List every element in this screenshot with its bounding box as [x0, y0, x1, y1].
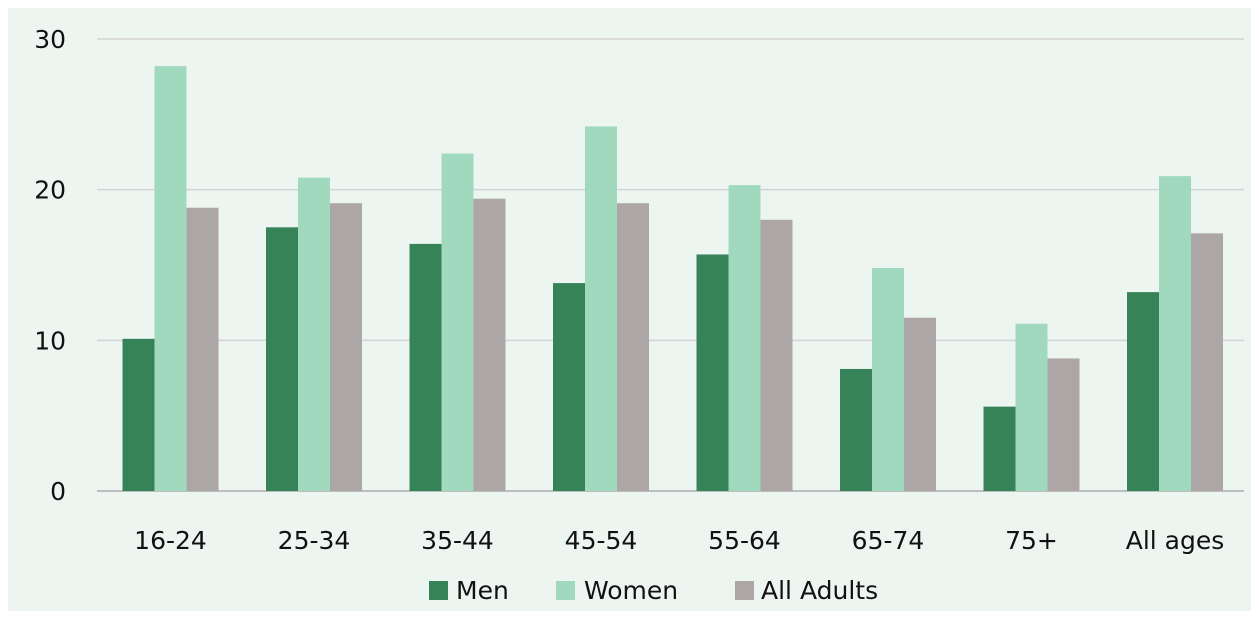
y-tick-label: 30 — [34, 25, 66, 54]
bar-men-25-34 — [266, 227, 298, 492]
bar-all-adults-all-ages — [1191, 233, 1223, 492]
legend-swatch-men — [429, 581, 448, 600]
bar-women-16-24 — [154, 66, 187, 492]
bar-men-45-54 — [553, 283, 585, 491]
x-tick-label: 75+ — [1005, 526, 1058, 555]
bar-men-35-44 — [409, 243, 442, 491]
y-tick-label: 0 — [50, 477, 66, 506]
bar-men-all-ages — [1127, 292, 1159, 491]
bar-men-65-74 — [840, 368, 872, 491]
x-tick-label: 55-64 — [708, 526, 781, 555]
x-tick-label: 16-24 — [134, 526, 207, 555]
bar-women-35-44 — [441, 153, 474, 492]
bars — [122, 66, 1223, 492]
legend-swatch-women — [556, 581, 575, 600]
bar-men-16-24 — [122, 338, 155, 491]
x-axis-ticks: 16-24 25-34 35-44 45-54 55-64 65-74 75+ All age… — [134, 526, 1224, 555]
bar-women-45-54 — [585, 126, 617, 492]
bar-all-adults-35-44 — [473, 198, 506, 491]
bar-men-55-64 — [696, 254, 729, 491]
x-tick-label: 35-44 — [421, 526, 494, 555]
legend-swatch-all-adults — [735, 581, 754, 600]
x-tick-label: 65-74 — [852, 526, 925, 555]
bar-women-all-ages — [1159, 176, 1191, 491]
y-tick-label: 10 — [34, 326, 66, 355]
bar-all-adults-75+ — [1047, 358, 1080, 491]
bar-women-55-64 — [728, 185, 761, 491]
x-tick-label: 45-54 — [565, 526, 638, 555]
legend-label-all-adults: All Adults — [761, 576, 878, 605]
y-axis-ticks: 0 10 20 30 — [34, 25, 66, 506]
bar-men-75+ — [983, 406, 1016, 491]
legend-label-men: Men — [456, 576, 509, 605]
bar-women-75+ — [1015, 323, 1048, 491]
legend: Men Women All Adults — [429, 576, 878, 605]
bar-all-adults-65-74 — [904, 317, 936, 491]
legend-label-women: Women — [584, 576, 678, 605]
bar-all-adults-45-54 — [617, 203, 649, 491]
y-tick-label: 20 — [34, 176, 66, 205]
x-tick-label: All ages — [1126, 526, 1225, 555]
x-tick-label: 25-34 — [278, 526, 351, 555]
bar-women-65-74 — [872, 268, 904, 491]
bar-all-adults-16-24 — [186, 207, 219, 491]
bar-women-25-34 — [298, 177, 330, 491]
bar-all-adults-25-34 — [330, 203, 362, 491]
bar-all-adults-55-64 — [760, 219, 793, 492]
